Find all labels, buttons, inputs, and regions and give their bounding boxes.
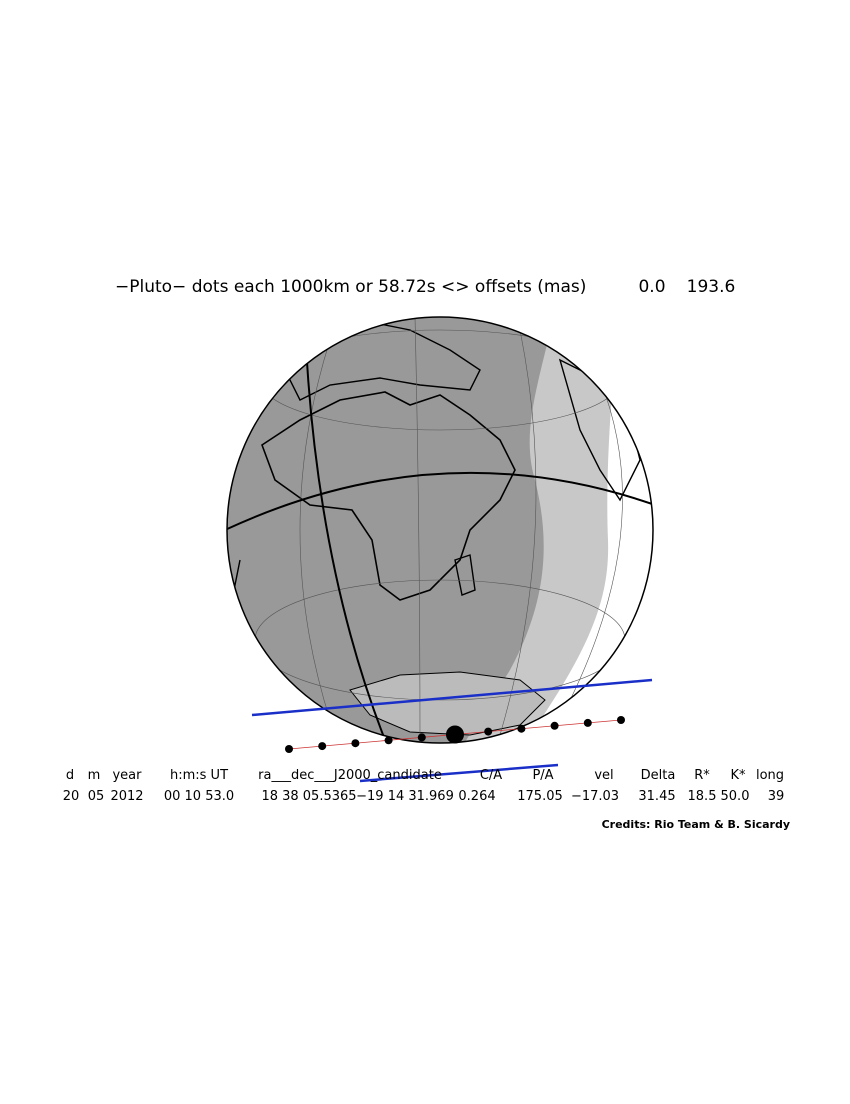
path-dots: [285, 716, 625, 753]
cell: 20: [63, 789, 80, 804]
cell: −17.03: [571, 789, 619, 804]
table-header: d m year h:m:s UT ra___dec___J2000_candidate…: [66, 768, 784, 783]
column-header: ra___dec___J2000_candidate: [258, 768, 442, 783]
column-header: C/A: [480, 768, 502, 783]
credits: Credits: Rio Team & B. Sicardy: [602, 818, 790, 831]
path-dot: [351, 739, 360, 748]
offset-x: 0.0: [638, 277, 665, 297]
cell: 00 10 53.0: [164, 789, 234, 804]
shadow-limit: [251, 678, 653, 717]
cell: 05: [88, 789, 105, 804]
column-header: year: [112, 768, 142, 783]
column-header: vel: [594, 768, 613, 783]
column-header: K*: [730, 768, 746, 783]
path-dot: [446, 725, 464, 744]
cell: 31.45: [638, 789, 675, 804]
table-row: 20 05 2012 00 10 53.0 18 38 05.5365 −19 14 31…: [63, 789, 785, 804]
column-header: d: [66, 768, 74, 783]
cell: 2012: [110, 789, 143, 804]
path-dot: [285, 745, 293, 753]
column-header: Delta: [641, 768, 676, 783]
path-dot: [583, 718, 592, 727]
cell: −19 14 31.969: [356, 789, 454, 804]
path-dot: [417, 733, 426, 742]
offset-y: 193.6: [687, 277, 736, 297]
column-header: h:m:s UT: [170, 768, 228, 783]
title: −Pluto− dots each 1000km or 58.72s <> of…: [115, 277, 586, 297]
path-dot: [550, 721, 559, 730]
column-header: R*: [694, 768, 710, 783]
column-header: m: [88, 768, 101, 783]
path-dot: [484, 727, 493, 736]
column-header: long: [756, 768, 784, 783]
path-dot: [517, 724, 526, 733]
path-dot: [384, 736, 393, 745]
globe-outline: [226, 316, 654, 744]
cell: 39: [768, 789, 785, 804]
column-header: P/A: [532, 768, 553, 783]
path-dot: [318, 742, 327, 751]
globe: [227, 317, 653, 743]
cell: 0.264: [458, 789, 495, 804]
path-dot: [617, 716, 625, 724]
cell: 18 38 05.5365: [261, 789, 356, 804]
shadow-limit: [359, 763, 559, 783]
cell: 18.5: [688, 789, 717, 804]
cell: 175.05: [517, 789, 563, 804]
cell: 50.0: [721, 789, 750, 804]
